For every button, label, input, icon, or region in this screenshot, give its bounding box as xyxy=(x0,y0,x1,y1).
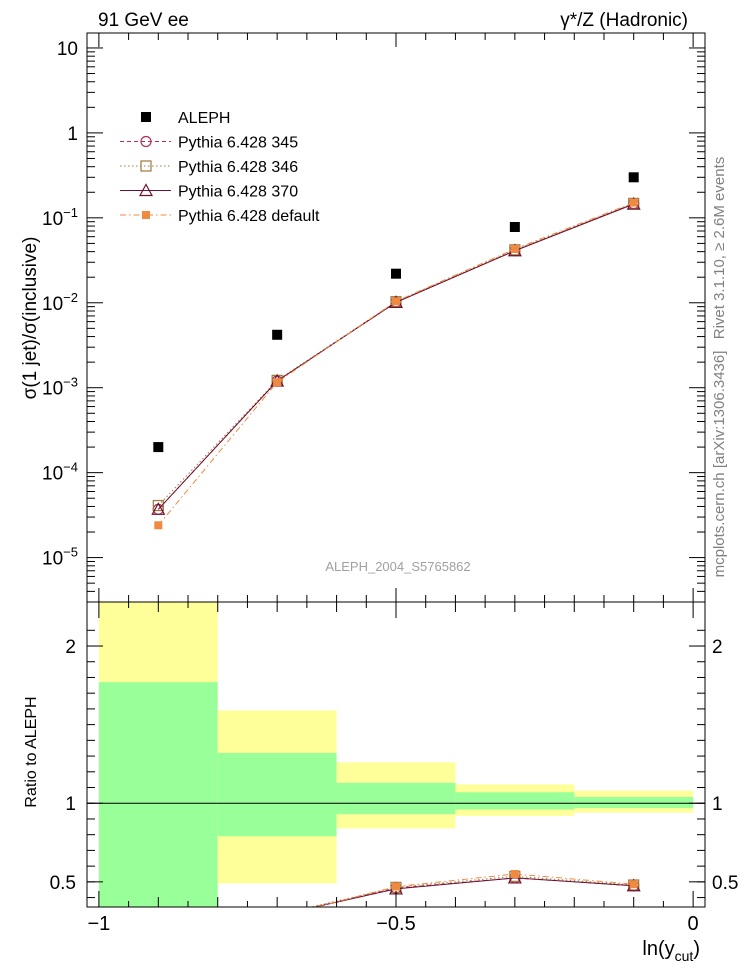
main-y-tick-label: 10−3 xyxy=(42,375,78,400)
main-y-tick-label: 10 xyxy=(57,39,78,60)
ratio-point-s0-1 xyxy=(272,910,282,920)
ratio-line-1 xyxy=(308,875,634,907)
ratio-point-default-1 xyxy=(273,913,281,921)
legend-marker-1 xyxy=(140,135,152,148)
ratio-y-axis-label: Ratio to ALEPH xyxy=(23,696,40,807)
ratio-point-default-2 xyxy=(392,882,400,891)
point-s3-0 xyxy=(151,502,166,515)
series-line-1 xyxy=(157,203,634,510)
ratio-point-s2-1 xyxy=(271,909,283,920)
point-s2-0 xyxy=(152,499,164,512)
ratio-point-default-0 xyxy=(154,938,162,946)
main-y-tick-label: 10−5 xyxy=(42,545,78,570)
ratio-point-default-3 xyxy=(510,869,519,878)
main-y-tick-label: 10−1 xyxy=(42,205,78,230)
x-tick-label: 0 xyxy=(688,913,699,935)
ratio-y-tick-label-right: 0.5 xyxy=(712,873,738,894)
ratio-series-group xyxy=(152,869,641,946)
x-tick-label: −1 xyxy=(87,913,110,935)
green-band-1 xyxy=(98,682,218,907)
x-axis-label: ln(ycut) xyxy=(642,938,700,964)
main-series-group xyxy=(151,172,641,530)
mcplots-side-label: mcplots.cern.ch [arXiv:1306.3436] xyxy=(711,351,728,578)
main-y-tick-label: 1 xyxy=(67,124,78,145)
title-left: 91 GeV ee xyxy=(98,10,189,31)
ratio-y-tick-label-left: 0.5 xyxy=(50,873,76,894)
green-band-5 xyxy=(574,796,694,808)
ratio-point-s2-0 xyxy=(152,925,164,936)
legend-label-3: Pythia 6.428 370 xyxy=(178,184,298,201)
title-right: γ*/Z (Hadronic) xyxy=(560,10,688,31)
x-tick-label: −0.5 xyxy=(376,913,415,935)
point-s0-4 xyxy=(628,172,639,183)
point-s0-2 xyxy=(391,268,401,279)
ratio-y-tick-label-right: 1 xyxy=(712,794,723,815)
green-band-2 xyxy=(217,752,337,837)
ratio-point-s1-1 xyxy=(272,910,282,920)
green-band-4 xyxy=(455,792,575,810)
ratio-uncertainty-bands xyxy=(87,602,705,907)
main-y-axis-label: σ(1 jet)/σ(inclusive) xyxy=(20,237,41,400)
point-default-4 xyxy=(629,198,638,207)
point-default-0 xyxy=(154,521,163,530)
point-s0-0 xyxy=(153,442,164,453)
legend-marker-0 xyxy=(141,112,151,122)
legend-marker-4 xyxy=(142,211,150,219)
main-y-axis: 10−5 10−4 10−3 10−2 10−1 1 10 xyxy=(42,33,705,603)
point-default-3 xyxy=(510,244,519,253)
ratio-y-tick-label-left: 1 xyxy=(65,794,76,815)
series-line-2 xyxy=(157,202,634,506)
analysis-watermark: ALEPH_2004_S5765862 xyxy=(325,559,470,574)
legend: ALEPH Pythia 6.428 345 Pythia 6.428 346 Pyt… xyxy=(120,110,320,225)
ratio-point-s0-0 xyxy=(153,926,163,936)
main-y-tick-label: 10−2 xyxy=(42,290,78,315)
point-s0-3 xyxy=(509,221,520,232)
point-s0-1 xyxy=(272,329,283,340)
ratio-point-s1-0 xyxy=(153,923,163,933)
ratio-axes: 0.5 0.5 1 1 2 2 −1 −0.5 0 xyxy=(50,601,738,935)
legend-label-4: Pythia 6.428 default xyxy=(178,208,320,225)
series-line-3 xyxy=(157,203,634,510)
ratio-y-tick-label-left: 2 xyxy=(65,637,76,658)
series-line-4 xyxy=(157,202,634,526)
point-default-1 xyxy=(273,378,282,387)
rivet-side-label: Rivet 3.1.10, ≥ 2.6M events xyxy=(711,157,728,340)
legend-label-1: Pythia 6.428 345 xyxy=(178,135,298,152)
legend-label-2: Pythia 6.428 346 xyxy=(178,159,298,176)
legend-marker-3 xyxy=(138,183,154,197)
ratio-point-default-4 xyxy=(629,880,638,889)
point-default-2 xyxy=(392,297,400,306)
main-y-tick-label: 10−4 xyxy=(42,460,78,485)
legend-label-0: ALEPH xyxy=(178,110,230,127)
green-band-3 xyxy=(336,782,456,815)
legend-marker-2 xyxy=(140,160,152,172)
ratio-y-tick-label-right: 2 xyxy=(712,637,723,658)
